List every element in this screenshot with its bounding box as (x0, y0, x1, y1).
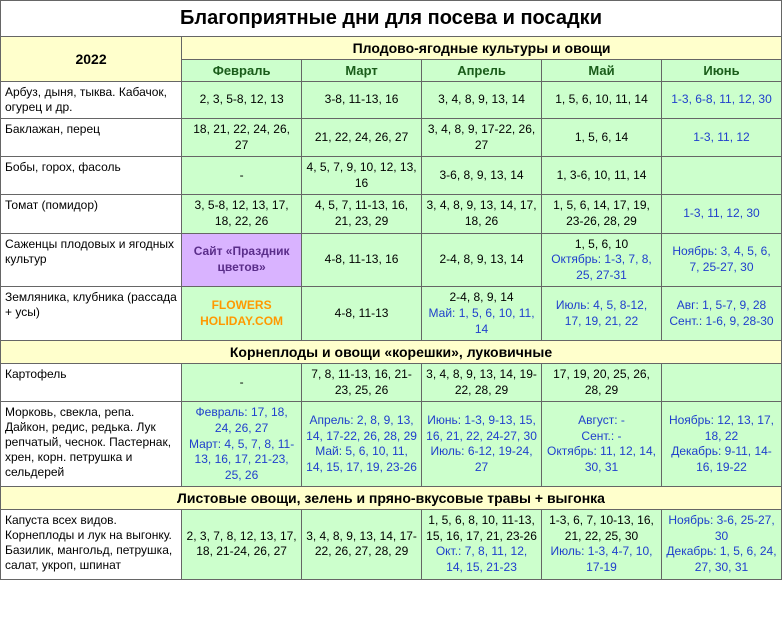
data-cell: 1, 5, 6, 10Октябрь: 1-3, 7, 8, 25, 27-31 (542, 233, 662, 287)
data-cell (661, 364, 781, 402)
section-3-header: Листовые овощи, зелень и пряно-вкусовые … (1, 487, 782, 510)
data-cell: - (182, 157, 302, 195)
table-row: Земляника, клубника (рассада + усы) FLOW… (1, 287, 782, 341)
data-cell: 2-4, 8, 9, 13, 14 (422, 233, 542, 287)
row-label: Картофель (1, 364, 182, 402)
data-cell: 4-8, 11-13 (302, 287, 422, 341)
table-row: Капуста всех видов. Корнеплоды и лук на … (1, 510, 782, 579)
data-cell: 21, 22, 24, 26, 27 (302, 119, 422, 157)
row-label: Капуста всех видов. Корнеплоды и лук на … (1, 510, 182, 579)
data-cell: 2-4, 8, 9, 14Май: 1, 5, 6, 10, 11, 14 (422, 287, 542, 341)
data-cell: 1-3, 6-8, 11, 12, 30 (661, 82, 781, 119)
table-row: Саженцы плодовых и ягодных культур Сайт … (1, 233, 782, 287)
month-mar: Март (302, 60, 422, 82)
row-label: Саженцы плодовых и ягодных культур (1, 233, 182, 287)
year-cell: 2022 (1, 37, 182, 82)
month-feb: Февраль (182, 60, 302, 82)
site-promo-cell: Сайт «Праздник цветов» (182, 233, 302, 287)
data-cell: 3, 4, 8, 9, 17-22, 26, 27 (422, 119, 542, 157)
row-label: Морковь, свекла, репа. Дайкон, редис, ре… (1, 402, 182, 487)
month-apr: Апрель (422, 60, 542, 82)
data-cell: Август: -Сент.: -Октябрь: 11, 12, 14, 30… (542, 402, 662, 487)
data-cell: Апрель: 2, 8, 9, 13, 14, 17-22, 26, 28, … (302, 402, 422, 487)
data-cell (661, 157, 781, 195)
data-cell: 3, 4, 8, 9, 13, 14, 17-22, 26, 27, 28, 2… (302, 510, 422, 579)
data-cell: 3-8, 11-13, 16 (302, 82, 422, 119)
data-cell: 1-3, 11, 12, 30 (661, 195, 781, 233)
data-cell: 2, 3, 7, 8, 12, 13, 17, 18, 21-24, 26, 2… (182, 510, 302, 579)
data-cell: 1, 5, 6, 14, 17, 19, 23-26, 28, 29 (542, 195, 662, 233)
data-cell: Ноябрь: 3-6, 25-27, 30Декабрь: 1, 5, 6, … (661, 510, 781, 579)
section-3-title: Листовые овощи, зелень и пряно-вкусовые … (1, 487, 782, 510)
section-2-title: Корнеплоды и овощи «корешки», луковичные (1, 341, 782, 364)
data-cell: 7, 8, 11-13, 16, 21-23, 25, 26 (302, 364, 422, 402)
data-cell: 3, 4, 8, 9, 13, 14, 17, 18, 26 (422, 195, 542, 233)
month-may: Май (542, 60, 662, 82)
data-cell: 17, 19, 20, 25, 26, 28, 29 (542, 364, 662, 402)
section-2-header: Корнеплоды и овощи «корешки», луковичные (1, 341, 782, 364)
data-cell: 3, 4, 8, 9, 13, 14 (422, 82, 542, 119)
data-cell: Ноябрь: 12, 13, 17, 18, 22Декабрь: 9-11,… (661, 402, 781, 487)
data-cell: 1, 3-6, 10, 11, 14 (542, 157, 662, 195)
data-cell: 4, 5, 7, 9, 10, 12, 13, 16 (302, 157, 422, 195)
planting-calendar-table: Благоприятные дни для посева и посадки 2… (0, 0, 782, 580)
data-cell: Ноябрь: 3, 4, 5, 6, 7, 25-27, 30 (661, 233, 781, 287)
data-cell: 1-3, 11, 12 (661, 119, 781, 157)
data-cell: 18, 21, 22, 24, 26, 27 (182, 119, 302, 157)
data-cell: 3-6, 8, 9, 13, 14 (422, 157, 542, 195)
section-1-header: 2022 Плодово-ягодные культуры и овощи (1, 37, 782, 60)
data-cell: - (182, 364, 302, 402)
data-cell: 3, 5-8, 12, 13, 17, 18, 22, 26 (182, 195, 302, 233)
table-row: Баклажан, перец 18, 21, 22, 24, 26, 27 2… (1, 119, 782, 157)
row-label: Томат (помидор) (1, 195, 182, 233)
data-cell: 1, 5, 6, 14 (542, 119, 662, 157)
data-cell: 2, 3, 5-8, 12, 13 (182, 82, 302, 119)
table-row: Томат (помидор) 3, 5-8, 12, 13, 17, 18, … (1, 195, 782, 233)
data-cell: Авг: 1, 5-7, 9, 28Сент.: 1-6, 9, 28-30 (661, 287, 781, 341)
data-cell: 4-8, 11-13, 16 (302, 233, 422, 287)
month-jun: Июнь (661, 60, 781, 82)
data-cell: 1-3, 6, 7, 10-13, 16, 21, 22, 25, 30Июль… (542, 510, 662, 579)
data-cell: 4, 5, 7, 11-13, 16, 21, 23, 29 (302, 195, 422, 233)
table-row: Морковь, свекла, репа. Дайкон, редис, ре… (1, 402, 782, 487)
data-cell: 1, 5, 6, 8, 10, 11-13, 15, 16, 17, 21, 2… (422, 510, 542, 579)
data-cell: Февраль: 17, 18, 24, 26, 27Март: 4, 5, 7… (182, 402, 302, 487)
title-row: Благоприятные дни для посева и посадки (1, 1, 782, 37)
data-cell: Июль: 4, 5, 8-12, 17, 19, 21, 22 (542, 287, 662, 341)
table-row: Арбуз, дыня, тыква. Кабачок, огурец и др… (1, 82, 782, 119)
table-row: Бобы, горох, фасоль - 4, 5, 7, 9, 10, 12… (1, 157, 782, 195)
section-1-title: Плодово-ягодные культуры и овощи (182, 37, 782, 60)
holiday-promo-cell: FLOWERS HOLIDAY.COM (182, 287, 302, 341)
row-label: Бобы, горох, фасоль (1, 157, 182, 195)
table-row: Картофель - 7, 8, 11-13, 16, 21-23, 25, … (1, 364, 782, 402)
data-cell: 1, 5, 6, 10, 11, 14 (542, 82, 662, 119)
data-cell: Июнь: 1-3, 9-13, 15, 16, 21, 22, 24-27, … (422, 402, 542, 487)
row-label: Земляника, клубника (рассада + усы) (1, 287, 182, 341)
data-cell: 3, 4, 8, 9, 13, 14, 19-22, 28, 29 (422, 364, 542, 402)
page-title: Благоприятные дни для посева и посадки (1, 1, 782, 37)
row-label: Арбуз, дыня, тыква. Кабачок, огурец и др… (1, 82, 182, 119)
row-label: Баклажан, перец (1, 119, 182, 157)
